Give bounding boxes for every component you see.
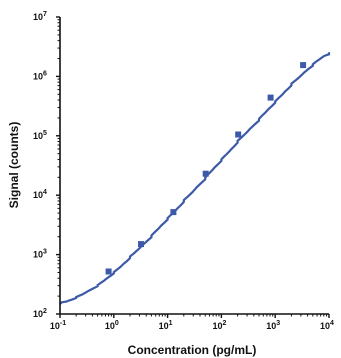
y-tick-label: 104 (33, 189, 47, 200)
x-tick-label: 103 (266, 320, 280, 331)
x-tick-label: 10-1 (50, 320, 66, 331)
plot-area (59, 17, 331, 315)
x-tick-label: 104 (320, 320, 334, 331)
data-point (105, 268, 112, 275)
y-tick-label: 107 (33, 11, 47, 22)
x-axis-title: Concentration (pg/mL) (128, 343, 257, 357)
data-point (202, 170, 209, 177)
y-axis-ticks: 102 103 104 105 106 107 (33, 11, 60, 319)
x-tick-label: 100 (105, 320, 119, 331)
data-point (235, 131, 242, 138)
data-point (267, 94, 274, 101)
y-tick-label: 102 (33, 308, 47, 319)
y-tick-label: 105 (33, 130, 47, 141)
data-point (300, 62, 307, 69)
data-point (170, 209, 177, 216)
y-tick-label: 106 (33, 70, 47, 81)
data-point (138, 241, 144, 248)
fit-curve (59, 52, 331, 305)
y-axis-title: Signal (counts) (7, 122, 21, 209)
x-axis-ticks: 10-1 100 101 102 103 104 (50, 314, 334, 331)
x-tick-label: 102 (212, 320, 226, 331)
x-tick-label: 101 (159, 320, 173, 331)
y-tick-label: 103 (33, 249, 47, 260)
